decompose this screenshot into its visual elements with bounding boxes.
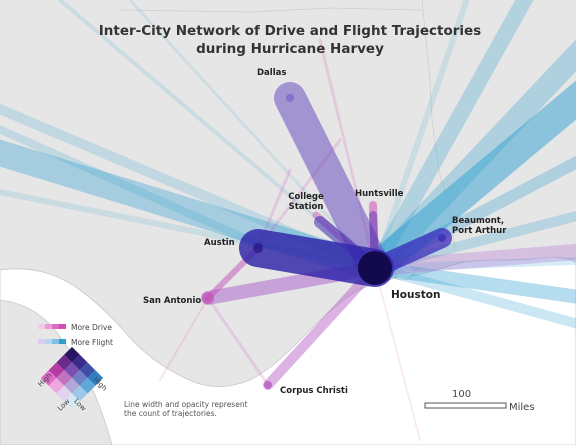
city-nodes <box>202 94 446 389</box>
flight-route <box>0 125 264 249</box>
drive-route <box>374 267 421 441</box>
drive-route <box>263 263 380 390</box>
flight-route <box>367 0 534 276</box>
scale-bar-box <box>424 402 507 409</box>
title-line-1: Inter-City Network of Drive and Flight T… <box>98 23 482 39</box>
city-label-huntsville: Huntsville <box>355 189 404 199</box>
austin-node <box>253 243 263 253</box>
city-label-dallas: Dallas <box>257 68 287 78</box>
legend-note-line-1: Line width and opacity represent <box>124 400 248 409</box>
drive-route <box>206 296 270 387</box>
drive-bar-1 <box>38 324 45 329</box>
flight-bar-2 <box>45 339 52 344</box>
map-title: Inter-City Network of Drive and Flight T… <box>70 22 510 58</box>
flight-route <box>370 263 576 329</box>
san-antonio-node <box>202 292 214 304</box>
dallas-node <box>286 94 294 102</box>
city-label-corpus-christi: Corpus Christi <box>280 386 348 396</box>
flight-route <box>360 80 576 283</box>
city-label-beaumont: Beaumont, Port Arthur <box>452 216 506 236</box>
flight-route <box>372 0 470 271</box>
drive-bar-3 <box>52 324 59 329</box>
flight-route <box>371 256 576 272</box>
legend-bars <box>38 324 66 344</box>
houston-node <box>358 251 392 285</box>
title-line-2: during Hurricane Harvey <box>196 41 384 57</box>
legend-more-flight: More Flight <box>71 338 113 347</box>
legend-note-line-2: the count of trajectories. <box>124 409 217 418</box>
mixed-route <box>274 82 391 284</box>
beaumont-node <box>438 234 446 242</box>
city-label-san-antonio: San Antonio <box>143 296 202 306</box>
college-station-line-2: Station <box>288 202 324 212</box>
scale-unit: Miles <box>509 402 535 413</box>
legend-note: Line width and opacity represent the cou… <box>124 400 248 418</box>
city-label-austin: Austin <box>204 238 235 248</box>
flight-route <box>128 0 377 270</box>
drive-bar-2 <box>45 324 52 329</box>
legend-more-drive: More Drive <box>71 323 112 332</box>
drive-bar-4 <box>59 324 66 329</box>
beaumont-line-2: Port Arthur <box>452 226 507 236</box>
mixed-route <box>239 229 394 287</box>
scale-value: 100 <box>452 389 472 400</box>
flight-bar-3 <box>52 339 59 344</box>
bivariate-cell <box>64 393 80 410</box>
flight-route <box>368 261 576 304</box>
gulf-water <box>0 256 576 445</box>
flight-bar-1 <box>38 339 45 344</box>
scale-bar <box>424 402 507 409</box>
state-border-top <box>119 7 423 13</box>
drive-route <box>159 297 209 381</box>
city-label-college-station: College Station <box>284 192 328 212</box>
college-station-line-1: College <box>288 192 324 202</box>
corpus-christi-node <box>264 381 272 389</box>
city-label-houston: Houston <box>391 289 441 301</box>
flight-route <box>364 39 576 279</box>
drive-route <box>367 243 576 276</box>
bivariate-cell <box>64 346 80 363</box>
flight-bar-4 <box>59 339 66 344</box>
beaumont-line-1: Beaumont, <box>452 216 505 226</box>
